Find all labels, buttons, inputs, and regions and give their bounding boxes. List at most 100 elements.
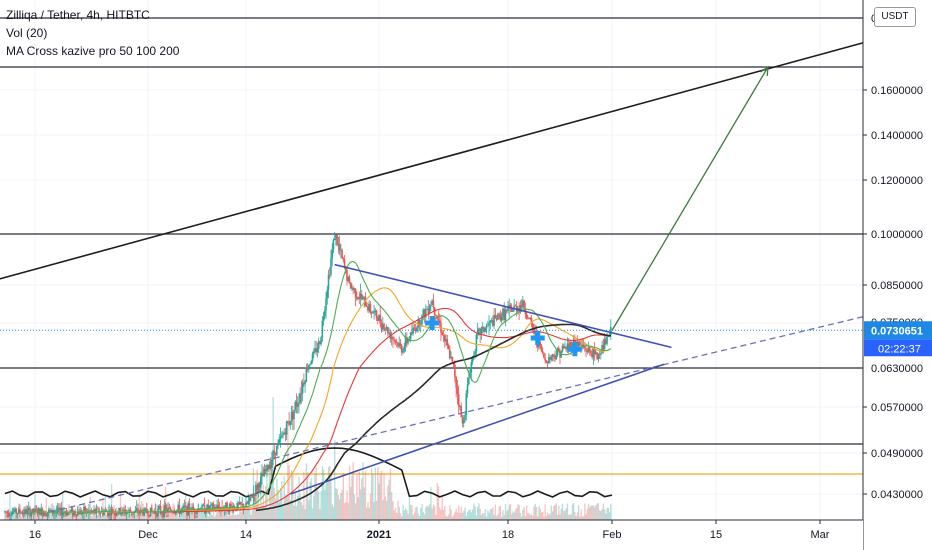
volume-bar: [425, 507, 427, 520]
legend-ma-cross[interactable]: MA Cross kazive pro 50 100 200: [6, 44, 180, 58]
candle-body: [465, 393, 468, 416]
candle-body: [541, 351, 544, 353]
volume-bar: [311, 508, 314, 520]
volume-bar: [473, 503, 475, 520]
candle-body: [497, 313, 499, 320]
long-trendline[interactable]: [0, 25, 925, 281]
candle-body: [503, 308, 506, 321]
candle-body: [353, 288, 356, 291]
volume-bar: [245, 509, 247, 520]
volume-bar: [561, 503, 564, 520]
volume-bar: [70, 506, 73, 520]
target-arrow[interactable]: [611, 66, 769, 331]
volume-bar: [183, 508, 186, 520]
candle-body: [384, 328, 387, 330]
candle-body: [550, 356, 553, 360]
time-tick-label: 14: [240, 529, 252, 541]
candle-body: [41, 508, 44, 516]
volume-bar: [200, 509, 202, 520]
candle-body: [471, 356, 474, 363]
volume-bar: [408, 495, 411, 520]
candle-body: [370, 311, 373, 313]
candle-body: [587, 347, 590, 353]
volume-bar: [363, 487, 365, 520]
triangle-upper-line[interactable]: [334, 263, 672, 349]
volume-bar: [542, 511, 544, 520]
candle-body: [325, 298, 327, 311]
candle-body: [315, 348, 317, 353]
candle-body: [464, 415, 466, 421]
candle-body: [288, 422, 290, 425]
volume-bar: [494, 504, 497, 520]
candle-body: [445, 339, 447, 342]
currency-badge[interactable]: USDT: [874, 7, 916, 27]
candle-body: [173, 512, 176, 514]
candle-body: [246, 502, 249, 504]
price-tick-label: 0.0490000: [871, 448, 923, 460]
volume-bar: [468, 509, 470, 520]
triangle-lower-line[interactable]: [290, 363, 665, 495]
volume-bar: [565, 508, 567, 520]
volume-bar: [392, 500, 394, 520]
volume-bar: [281, 481, 283, 520]
candle-body: [416, 327, 418, 332]
legend-volume[interactable]: Vol (20): [6, 26, 48, 40]
candle-body: [256, 485, 258, 491]
volume-bar: [387, 485, 389, 520]
candle-body: [250, 495, 252, 497]
volume-bar: [100, 515, 103, 520]
candle-body: [298, 402, 300, 405]
candle-body: [282, 434, 284, 436]
volume-bar: [538, 506, 540, 520]
candle-body: [45, 515, 48, 517]
ma-cross-marker[interactable]: [425, 316, 440, 330]
candle-body: [565, 346, 567, 350]
volume-bar: [442, 509, 445, 520]
volume-bar: [208, 509, 211, 520]
volume-bar: [532, 516, 534, 520]
candle-body: [504, 309, 507, 321]
candle-body: [119, 507, 122, 515]
volume-bar: [549, 513, 551, 520]
current-price-label-bg[interactable]: [864, 321, 932, 340]
volume-bar: [437, 486, 440, 520]
candle-body: [122, 509, 124, 514]
volume-bar: [602, 503, 605, 520]
ma-cross-marker[interactable]: [530, 331, 545, 345]
volume-bar: [482, 513, 484, 520]
candle-body: [35, 508, 38, 511]
candle-body: [81, 512, 84, 515]
volume-bar: [388, 479, 390, 520]
candle-body: [89, 510, 92, 512]
volume-bar: [503, 514, 505, 520]
volume-bar: [261, 505, 263, 520]
candle-body: [241, 503, 244, 505]
candle-body: [16, 513, 19, 514]
volume-bar: [284, 494, 287, 520]
volume-bar: [278, 502, 280, 520]
ma-cross-marker[interactable]: [567, 342, 582, 357]
candle-body: [356, 297, 358, 300]
volume-bar: [516, 508, 518, 520]
volume-bar: [134, 513, 137, 520]
volume-bar: [404, 508, 407, 520]
volume-bar: [221, 507, 223, 520]
volume-bar: [325, 479, 327, 520]
candle-body: [19, 509, 21, 513]
candle-body: [522, 300, 524, 307]
time-axis[interactable]: 16 Dec 14 2021 18 Feb 15 Mar: [0, 519, 863, 550]
candle-body: [83, 506, 85, 513]
candle-body: [385, 327, 388, 330]
candle-body: [247, 500, 250, 504]
candle-body: [58, 507, 60, 511]
volume-bar: [492, 507, 494, 520]
legend-symbol[interactable]: Zilliqa / Tether, 4h, HITBTC: [6, 8, 150, 22]
candle-body: [393, 339, 395, 341]
candle-body: [237, 503, 240, 505]
volume-bar: [62, 493, 64, 520]
candle-body: [240, 502, 242, 505]
candle-body: [593, 348, 596, 355]
volume-bar: [559, 514, 561, 520]
price-axis[interactable]: 0.1600000 0.1400000 0.1200000 0.1000000 0.08…: [862, 0, 932, 550]
